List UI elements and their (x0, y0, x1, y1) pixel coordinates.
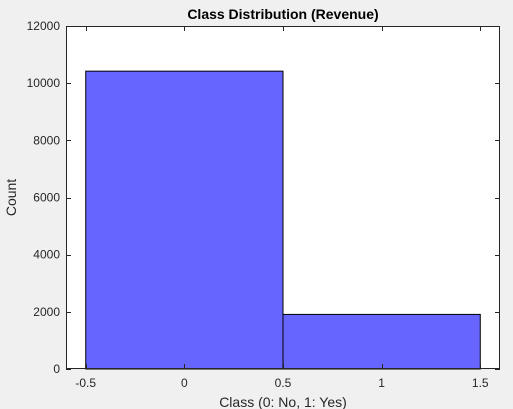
y-tick-label: 8000 (33, 133, 60, 147)
y-tick-label: 6000 (33, 191, 60, 205)
x-tick-label: 0.5 (275, 376, 292, 390)
ticks-group: -0.5 0 0.5 1 1.5 0 2000 4000 6000 8000 10000 12000 (27, 19, 500, 390)
plot-frame (66, 26, 500, 369)
y-tick-label: 4000 (33, 248, 60, 262)
histogram-bar-0 (85, 70, 284, 370)
y-tick-label: 10000 (27, 76, 61, 90)
x-axis-label: Class (0: No, 1: Yes) (219, 394, 347, 409)
y-tick-label: 2000 (33, 305, 60, 319)
x-tick-label: -0.5 (75, 376, 96, 390)
x-tick-label: 1 (378, 376, 385, 390)
x-tick-label: 1.5 (472, 376, 489, 390)
x-tick-label: 0 (181, 376, 188, 390)
chart-title: Class Distribution (Revenue) (187, 6, 378, 22)
y-axis-label: Count (3, 179, 19, 216)
y-tick-label: 12000 (27, 19, 61, 33)
y-tick-label: 0 (53, 362, 60, 376)
histogram-bar-1 (282, 313, 481, 370)
bars-group (85, 70, 481, 370)
